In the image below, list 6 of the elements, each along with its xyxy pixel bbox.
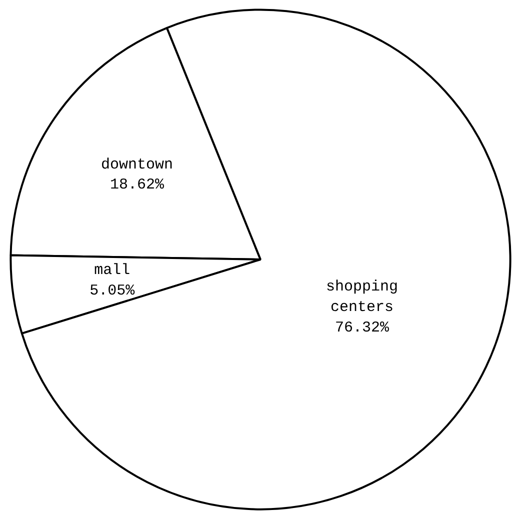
data-label: 18.62% <box>110 176 165 194</box>
slice-label: shopping centers <box>326 278 398 316</box>
data-label: 5.05% <box>90 282 136 300</box>
data-label: 76.32% <box>335 319 390 336</box>
slice-label: downtown <box>100 156 173 174</box>
slice-label: mall <box>94 262 130 279</box>
